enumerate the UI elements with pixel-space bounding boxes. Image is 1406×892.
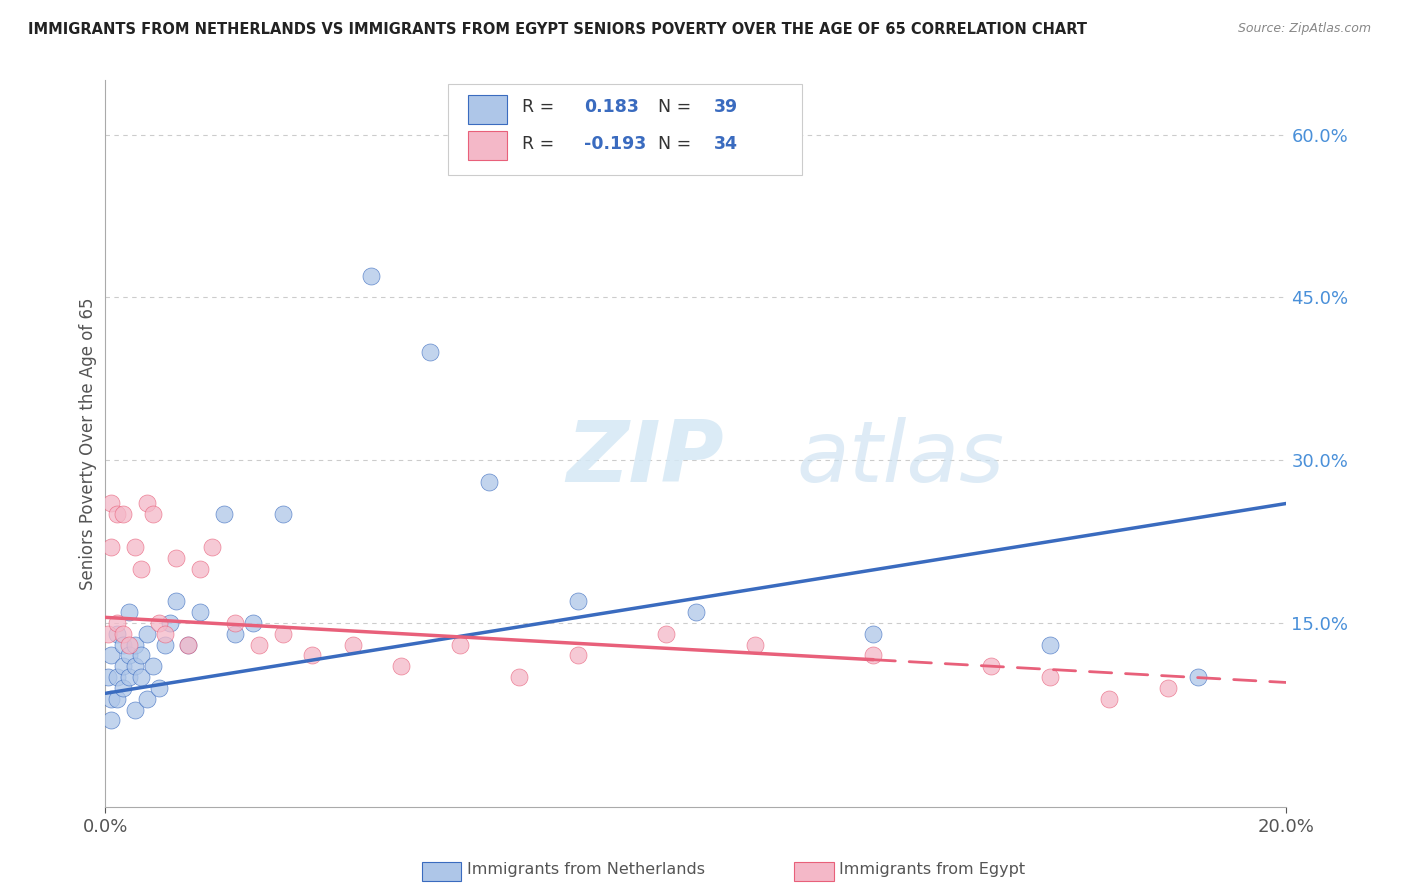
FancyBboxPatch shape: [468, 95, 508, 124]
Point: [224, 615, 246, 630]
Point: [1039, 638, 1062, 652]
Point: [118, 670, 141, 684]
Point: [148, 615, 170, 630]
Point: [100, 691, 122, 706]
Point: [124, 540, 146, 554]
Point: [112, 508, 135, 522]
Point: [112, 681, 135, 695]
Point: [212, 508, 235, 522]
Point: [118, 605, 141, 619]
Point: [105, 626, 128, 640]
Point: [567, 594, 589, 608]
Text: atlas: atlas: [796, 417, 1004, 500]
Point: [508, 670, 530, 684]
Point: [100, 496, 122, 510]
Text: R =: R =: [523, 135, 554, 153]
Point: [135, 691, 157, 706]
Point: [449, 638, 471, 652]
Point: [224, 626, 246, 640]
Point: [105, 615, 128, 630]
Point: [567, 648, 589, 663]
FancyBboxPatch shape: [468, 131, 508, 161]
Point: [129, 561, 152, 575]
Point: [419, 344, 441, 359]
Point: [478, 475, 501, 489]
Point: [165, 594, 187, 608]
Y-axis label: Seniors Poverty Over the Age of 65: Seniors Poverty Over the Age of 65: [79, 298, 97, 590]
Point: [247, 638, 270, 652]
Point: [100, 648, 122, 663]
Point: [862, 626, 884, 640]
Point: [177, 638, 200, 652]
Point: [129, 648, 152, 663]
Point: [1098, 691, 1121, 706]
Point: [153, 638, 176, 652]
Point: [129, 670, 152, 684]
Point: [685, 605, 707, 619]
Point: [301, 648, 323, 663]
Text: 39: 39: [714, 98, 738, 116]
Point: [105, 670, 128, 684]
Point: [389, 659, 412, 673]
Point: [862, 648, 884, 663]
Point: [100, 714, 122, 728]
Text: Immigrants from Egypt: Immigrants from Egypt: [839, 863, 1025, 877]
Point: [744, 638, 766, 652]
Point: [142, 659, 165, 673]
Point: [201, 540, 224, 554]
Point: [1039, 670, 1062, 684]
Point: [105, 691, 128, 706]
Point: [655, 626, 678, 640]
Text: -0.193: -0.193: [583, 135, 645, 153]
Point: [135, 626, 157, 640]
Point: [112, 638, 135, 652]
Point: [124, 703, 146, 717]
Text: ZIP: ZIP: [567, 417, 724, 500]
Point: [118, 648, 141, 663]
Point: [1187, 670, 1209, 684]
Point: [112, 626, 135, 640]
Point: [188, 605, 211, 619]
Point: [271, 508, 294, 522]
FancyBboxPatch shape: [449, 84, 803, 175]
Point: [97, 626, 120, 640]
Point: [165, 550, 187, 565]
Point: [148, 681, 170, 695]
Point: [980, 659, 1002, 673]
Point: [153, 626, 176, 640]
Point: [100, 540, 122, 554]
Point: [118, 638, 141, 652]
Text: N =: N =: [658, 135, 692, 153]
Point: [177, 638, 200, 652]
Text: R =: R =: [523, 98, 554, 116]
Text: N =: N =: [658, 98, 692, 116]
Text: IMMIGRANTS FROM NETHERLANDS VS IMMIGRANTS FROM EGYPT SENIORS POVERTY OVER THE AG: IMMIGRANTS FROM NETHERLANDS VS IMMIGRANT…: [28, 22, 1087, 37]
Point: [142, 508, 165, 522]
Point: [105, 508, 128, 522]
Point: [188, 561, 211, 575]
Point: [271, 626, 294, 640]
Point: [124, 659, 146, 673]
Text: Immigrants from Netherlands: Immigrants from Netherlands: [467, 863, 704, 877]
Point: [242, 615, 264, 630]
Point: [135, 496, 157, 510]
Point: [97, 670, 120, 684]
Point: [159, 615, 181, 630]
Text: Source: ZipAtlas.com: Source: ZipAtlas.com: [1237, 22, 1371, 36]
Point: [1157, 681, 1180, 695]
Point: [112, 659, 135, 673]
Text: 34: 34: [714, 135, 738, 153]
Point: [360, 268, 382, 283]
Text: 0.183: 0.183: [583, 98, 638, 116]
Point: [124, 638, 146, 652]
Point: [342, 638, 364, 652]
